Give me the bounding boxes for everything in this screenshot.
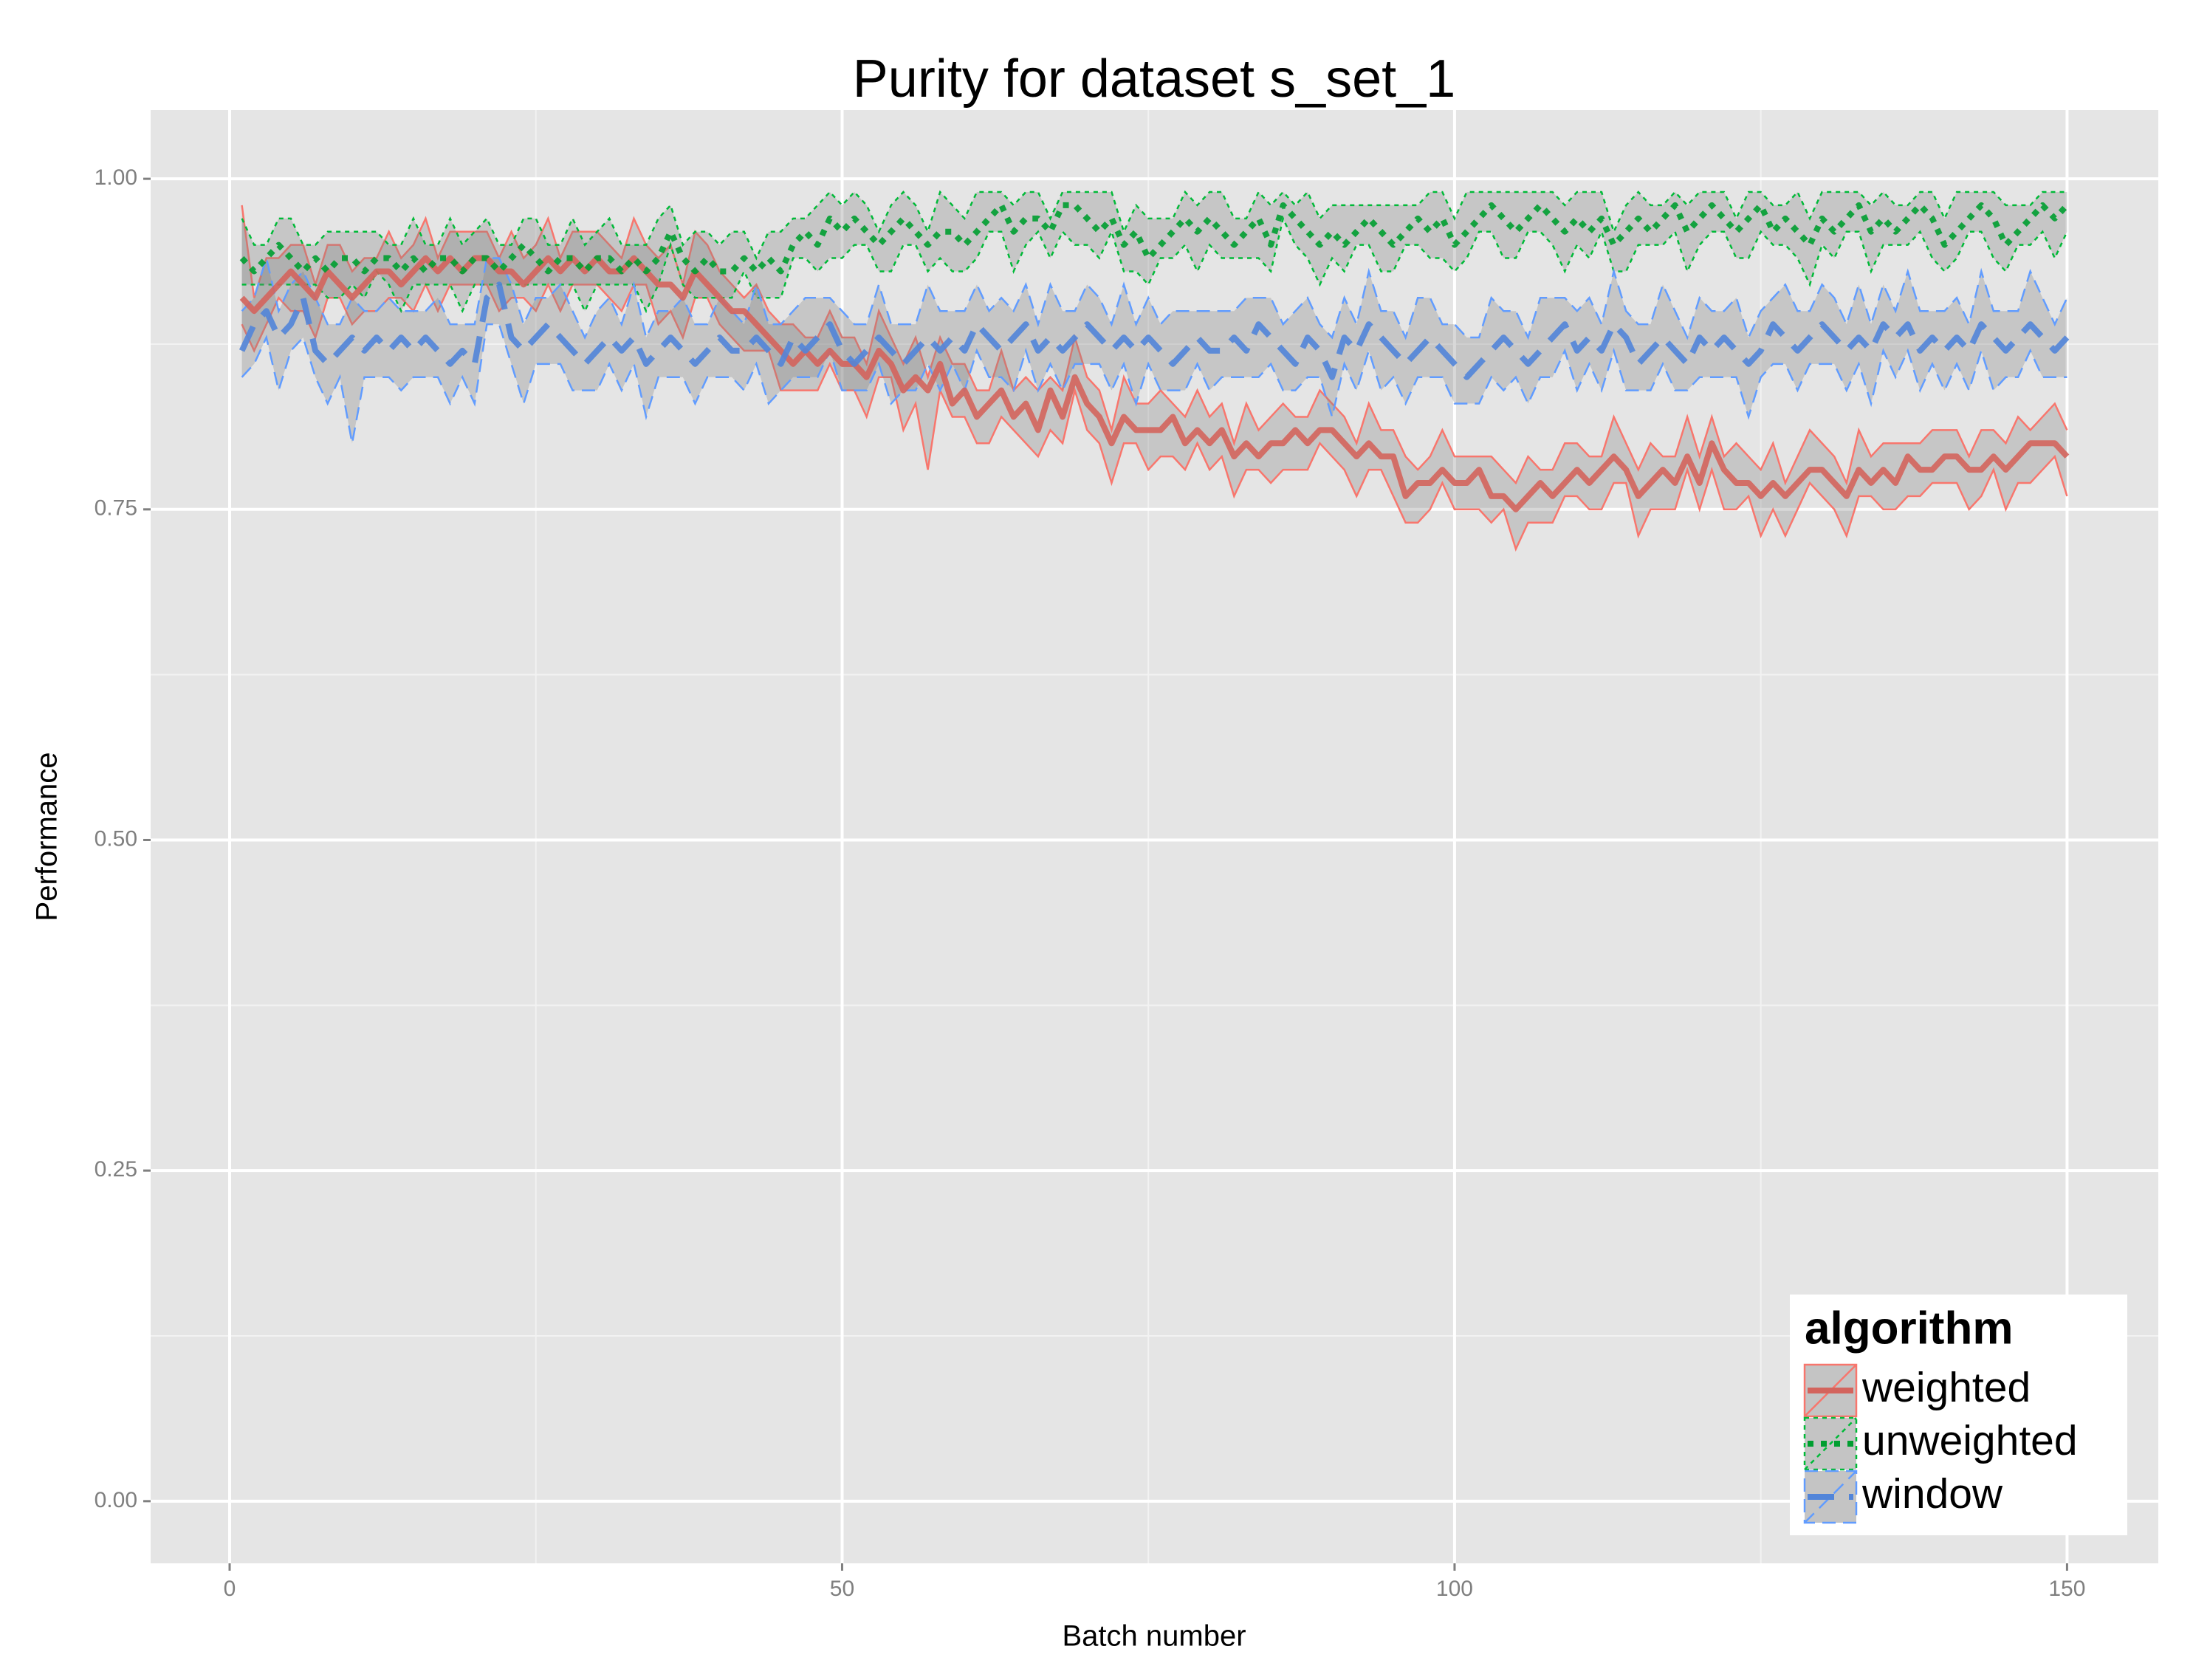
mean-line: [238, 281, 2070, 380]
legend-key-diagonal: [1804, 1417, 1857, 1470]
x-tick-label: 0: [224, 1577, 236, 1601]
legend-key-diagonal: [1804, 1470, 1857, 1523]
x-tick-label: 100: [1436, 1577, 1473, 1601]
y-axis-title: Performance: [31, 752, 64, 922]
ribbon-edge: [241, 282, 2068, 552]
legend-label: unweighted: [1862, 1417, 2078, 1464]
ribbon-edge: [241, 216, 2068, 314]
mean-line: [239, 202, 2070, 275]
legend-label: window: [1861, 1470, 2003, 1518]
legend-label: weighted: [1861, 1364, 2031, 1411]
y-tick-label: 0.25: [95, 1157, 137, 1182]
chart-title: Purity for dataset s_set_1: [853, 49, 1455, 109]
ribbon-edge: [241, 254, 2068, 340]
legend: algorithm weighted unweighted window: [1790, 1295, 2127, 1535]
y-tick-label: 0.00: [95, 1488, 137, 1512]
x-tick-label: 50: [830, 1577, 854, 1601]
x-axis-title: Batch number: [1062, 1620, 1246, 1653]
mean-line: [239, 255, 2070, 512]
legend-title: algorithm: [1805, 1303, 2013, 1354]
y-tick-label: 1.00: [95, 165, 137, 190]
y-tick-label: 0.50: [95, 826, 137, 851]
x-tick-label: 150: [2048, 1577, 2085, 1601]
ribbon-edge: [241, 323, 2067, 444]
y-tick-label: 0.75: [95, 496, 137, 521]
ribbon-edge: [241, 205, 2068, 486]
